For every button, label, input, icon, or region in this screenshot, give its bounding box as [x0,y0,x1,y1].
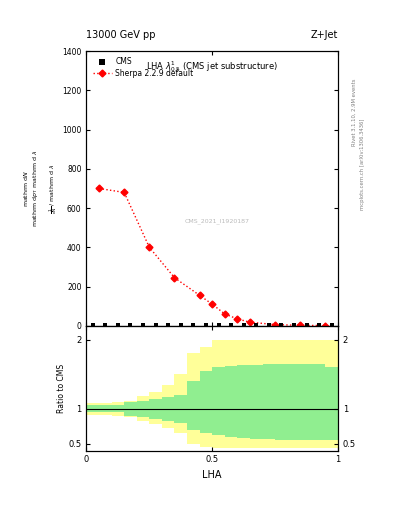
Text: CMS_2021_I1920187: CMS_2021_I1920187 [185,219,250,224]
Text: mcplots.cern.ch [arXiv:1306.3436]: mcplots.cern.ch [arXiv:1306.3436] [360,118,365,209]
Text: Rivet 3.1.10, 2.9M events: Rivet 3.1.10, 2.9M events [352,79,357,146]
Y-axis label: Ratio to CMS: Ratio to CMS [57,364,66,413]
Text: LHA $\lambda^{1}_{0.5}$ (CMS jet substructure): LHA $\lambda^{1}_{0.5}$ (CMS jet substru… [146,59,278,74]
Legend: CMS, Sherpa 2.2.9 default: CMS, Sherpa 2.2.9 default [90,55,196,80]
Text: 13000 GeV pp: 13000 GeV pp [86,30,156,40]
X-axis label: LHA: LHA [202,470,222,480]
Text: Z+Jet: Z+Jet [310,30,338,40]
Y-axis label: mathrm d$N$
mathrm d$p_{\mathrm{T}}$ mathrm d $\lambda$

$\frac{1}{\mathrm{dN}}$: mathrm d$N$ mathrm d$p_{\mathrm{T}}$ mat… [22,150,59,227]
